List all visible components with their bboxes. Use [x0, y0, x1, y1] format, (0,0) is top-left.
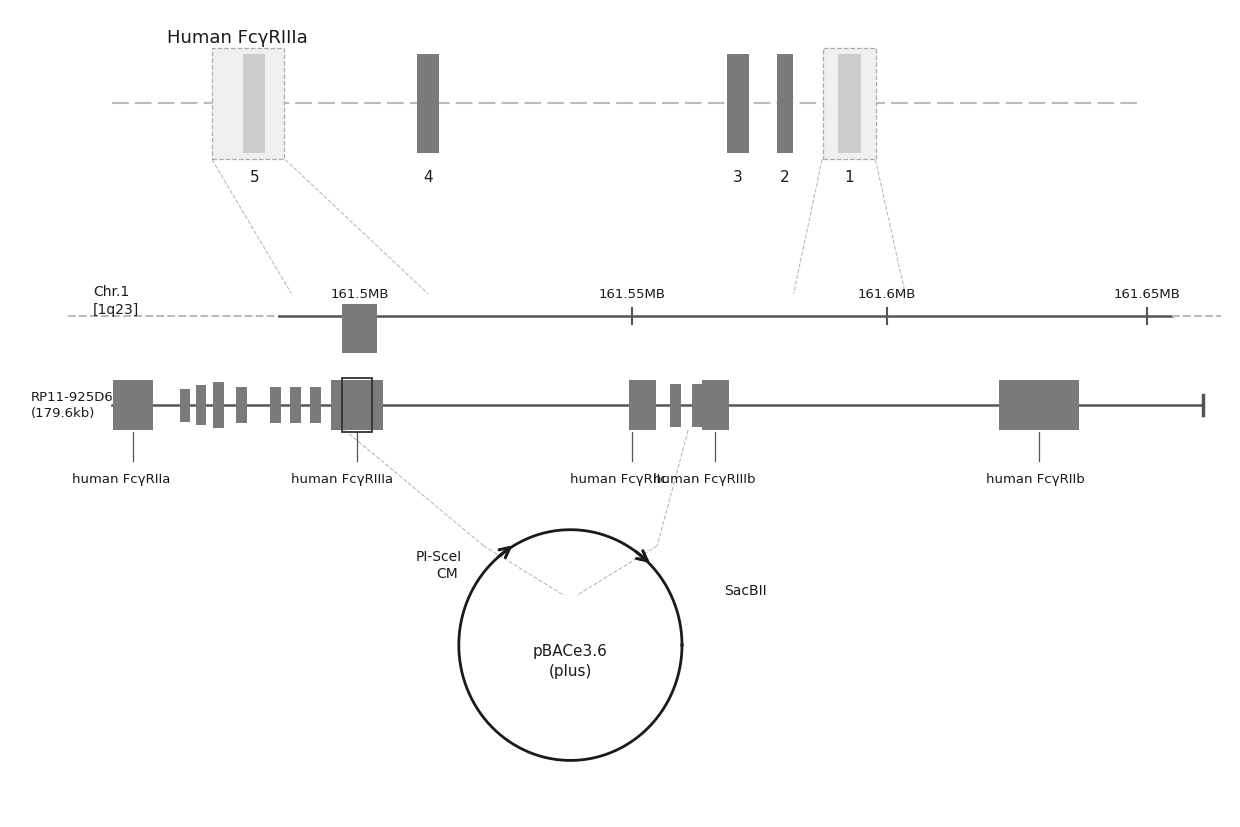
FancyBboxPatch shape [212, 48, 284, 159]
Text: 161.6MB: 161.6MB [857, 288, 916, 301]
Bar [999, 380, 1079, 430]
Bar [243, 54, 265, 153]
Text: CM: CM [436, 566, 459, 581]
Text: PI-SceI: PI-SceI [415, 550, 461, 564]
Bar [838, 54, 861, 153]
Bar [776, 54, 794, 153]
Bar [670, 384, 681, 427]
Text: human FcγRIIa: human FcγRIIa [72, 473, 170, 486]
Bar [692, 384, 703, 427]
Bar [702, 380, 729, 430]
Text: pBACe3.6
(plus): pBACe3.6 (plus) [533, 644, 608, 679]
Bar [213, 382, 224, 428]
Text: human FcγRIIb: human FcγRIIb [986, 473, 1085, 486]
Bar [417, 54, 439, 153]
Text: Human FcγRIIIa: Human FcγRIIIa [167, 29, 309, 47]
Bar [310, 387, 321, 423]
Text: SacBII: SacBII [724, 585, 766, 598]
Text: Chr.1
[1q23]: Chr.1 [1q23] [93, 285, 139, 317]
Bar [629, 380, 656, 430]
Text: 161.5MB: 161.5MB [330, 288, 389, 301]
FancyBboxPatch shape [823, 48, 877, 159]
Text: 161.65MB: 161.65MB [1114, 288, 1180, 301]
Text: 3: 3 [733, 170, 743, 184]
Text: RP11-925D6
(179.6kb): RP11-925D6 (179.6kb) [31, 390, 114, 420]
Bar [342, 304, 377, 353]
Bar [236, 387, 247, 423]
Bar [196, 385, 206, 425]
Text: 4: 4 [423, 170, 433, 184]
Bar [290, 387, 301, 423]
Text: 5: 5 [249, 170, 259, 184]
Text: 1: 1 [844, 170, 854, 184]
Bar [331, 380, 383, 430]
Text: 161.55MB: 161.55MB [599, 288, 666, 301]
Text: human FcγRIIIb: human FcγRIIIb [653, 473, 756, 486]
Bar [727, 54, 749, 153]
Bar [180, 389, 190, 422]
Bar [113, 380, 153, 430]
Bar [270, 387, 281, 423]
Text: human FcγRIIc: human FcγRIIc [570, 473, 668, 486]
Text: human FcγRIIIa: human FcγRIIIa [291, 473, 393, 486]
Text: 2: 2 [780, 170, 790, 184]
